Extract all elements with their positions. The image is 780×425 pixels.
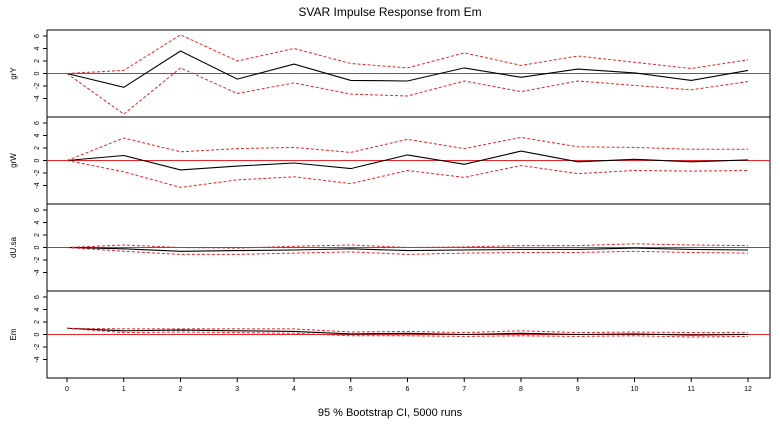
- y-tick-label: 4: [34, 46, 41, 50]
- y-tick-label: -4: [34, 269, 41, 275]
- x-tick-label: 8: [519, 386, 523, 393]
- x-tick-label: 4: [292, 386, 296, 393]
- panel-label: Em: [9, 328, 18, 340]
- response-line: [66, 327, 749, 336]
- y-tick-label: 0: [34, 158, 41, 162]
- x-tick-label: 0: [65, 386, 69, 393]
- y-tick-label: 0: [34, 71, 41, 75]
- y-tick-label: 4: [34, 133, 41, 137]
- x-tick-label: 2: [179, 386, 183, 393]
- x-tick-label: 12: [744, 386, 752, 393]
- response-line: [66, 50, 749, 88]
- chart-title: SVAR Impulse Response from Em: [298, 5, 481, 19]
- x-tick-label: 9: [576, 386, 580, 393]
- lower-ci-line: [66, 67, 749, 115]
- y-tick-label: 4: [34, 307, 41, 311]
- x-tick-label: 7: [462, 386, 466, 393]
- y-tick-label: -4: [34, 95, 41, 101]
- y-tick-label: 4: [34, 220, 41, 224]
- y-tick-label: -4: [34, 182, 41, 188]
- y-tick-label: 6: [34, 295, 41, 299]
- x-tick-label: 10: [631, 386, 639, 393]
- upper-ci-line: [66, 34, 749, 74]
- x-tick-label: 6: [406, 386, 410, 393]
- x-tick-label: 1: [122, 386, 126, 393]
- y-tick-label: 2: [34, 59, 41, 63]
- y-tick-label: -4: [34, 356, 41, 362]
- lower-ci-line: [66, 247, 749, 255]
- panel-grW: -4 -2 0 2 4 6 grW: [9, 116, 771, 205]
- upper-ci-line: [66, 243, 749, 249]
- y-tick-label: 0: [34, 245, 41, 249]
- y-tick-label: 2: [34, 233, 41, 237]
- panel-dU-sa: -4 -2 0 2 4 6 dU.sa: [9, 203, 771, 292]
- y-tick-label: 6: [34, 34, 41, 38]
- y-tick-label: -2: [34, 83, 41, 89]
- upper-ci-line: [66, 136, 748, 161]
- y-tick-label: 6: [34, 121, 41, 125]
- y-tick-label: 6: [34, 208, 41, 212]
- response-line: [66, 246, 749, 252]
- y-tick-label: -2: [34, 257, 41, 263]
- y-tick-label: -2: [34, 170, 41, 176]
- panel-label: grY: [9, 67, 18, 80]
- panel-grY: -4 -2 0 2 4 6 grY: [9, 29, 771, 118]
- lower-ci-line: [66, 160, 749, 188]
- response-line: [66, 150, 749, 171]
- x-axis-label: 95 % Bootstrap CI, 5000 runs: [318, 407, 463, 419]
- upper-ci-line: [66, 327, 748, 334]
- y-tick-label: -2: [34, 344, 41, 350]
- panels-group: -4 -2 0 2 4 6 grY -4 -2 0 2 4 6 grW -4 -2 0 2 4 6 dU.sa -4 -2 0…: [9, 29, 771, 379]
- x-tick-label: 5: [349, 386, 353, 393]
- panel-Em: -4 -2 0 2 4 6 Em: [9, 290, 771, 379]
- x-tick-label: 3: [235, 386, 239, 393]
- y-tick-label: 0: [34, 332, 41, 336]
- lower-ci-line: [66, 327, 749, 338]
- x-axis: 0 1 2 3 4 5 6 7 8 9 10 11 12: [65, 378, 752, 393]
- y-tick-label: 2: [34, 320, 41, 324]
- y-tick-label: 2: [34, 146, 41, 150]
- panel-label: dU.sa: [9, 237, 18, 258]
- panel-label: grW: [9, 153, 18, 168]
- x-tick-label: 11: [688, 386, 695, 393]
